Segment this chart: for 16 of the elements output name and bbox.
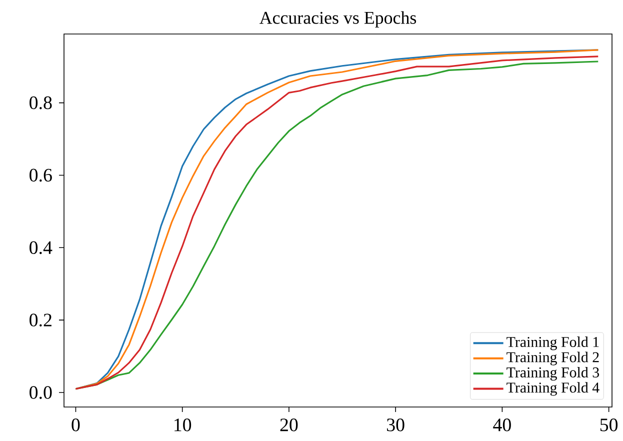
y-tick-label: 0.0 bbox=[30, 386, 52, 399]
x-tick-label: 30 bbox=[387, 418, 404, 432]
legend-label: Training Fold 3 bbox=[506, 366, 600, 381]
chart-title: Accuracies vs Epochs bbox=[260, 11, 416, 28]
x-tick-label: 0 bbox=[72, 418, 80, 432]
y-tick-label: 0.2 bbox=[30, 314, 52, 327]
y-tick-label: 0.8 bbox=[30, 96, 52, 110]
x-tick-label: 10 bbox=[174, 418, 192, 432]
x-tick-label: 50 bbox=[600, 418, 618, 432]
x-tick-label: 40 bbox=[493, 418, 511, 432]
y-tick-label: 0.4 bbox=[30, 241, 52, 254]
legend-label: Training Fold 2 bbox=[506, 352, 599, 366]
x-tick-label: 20 bbox=[280, 418, 298, 432]
legend-label: Training Fold 1 bbox=[506, 336, 599, 350]
y-tick-label: 0.6 bbox=[30, 168, 52, 182]
legend-label: Training Fold 4 bbox=[506, 382, 600, 396]
